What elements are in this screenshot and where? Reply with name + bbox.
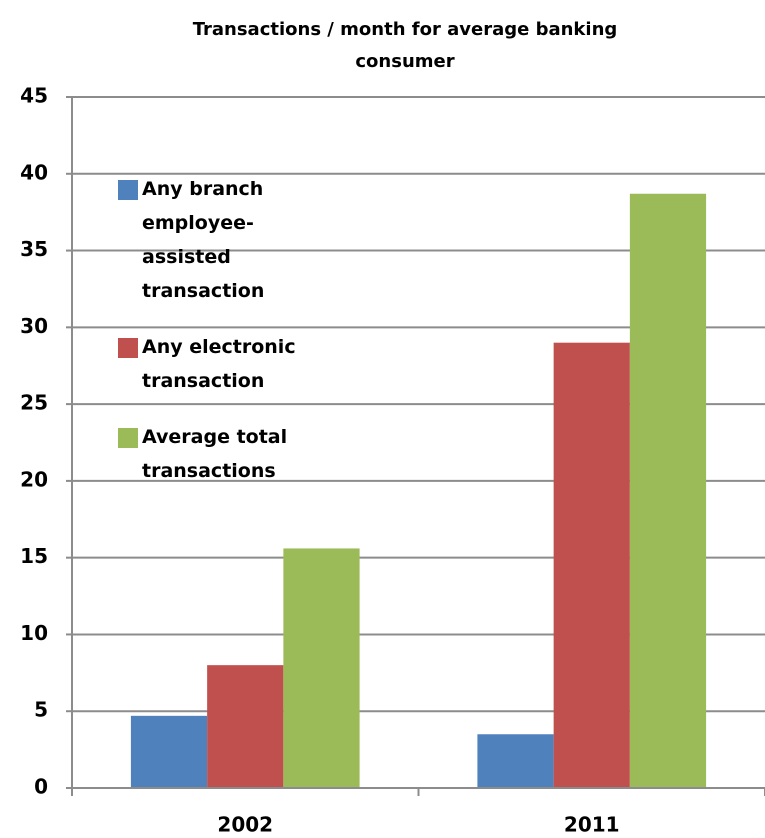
bar bbox=[477, 734, 554, 788]
legend-entry: Average total transactions bbox=[118, 424, 332, 488]
bar bbox=[553, 342, 630, 788]
y-tick-label: 35 bbox=[20, 237, 48, 261]
y-tick-label: 5 bbox=[34, 698, 48, 722]
bar bbox=[130, 715, 208, 788]
legend-label: Average total transactions bbox=[142, 426, 288, 482]
y-tick-label: 45 bbox=[20, 84, 48, 108]
bar bbox=[629, 193, 707, 789]
legend: Any branch employee-assisted transaction… bbox=[118, 176, 332, 514]
y-tick-label: 10 bbox=[20, 621, 48, 645]
legend-entry: Any branch employee-assisted transaction bbox=[118, 176, 332, 308]
y-tick-label: 25 bbox=[20, 391, 48, 415]
bar bbox=[283, 548, 360, 788]
x-tick-label: 2002 bbox=[217, 813, 273, 837]
legend-swatch bbox=[118, 428, 138, 448]
y-tick-label: 20 bbox=[20, 467, 48, 491]
legend-label: Any electronic transaction bbox=[142, 336, 296, 392]
legend-label: Any branch employee-assisted transaction bbox=[142, 178, 265, 302]
y-tick-label: 40 bbox=[20, 160, 48, 184]
y-tick-label: 0 bbox=[34, 775, 48, 799]
bar bbox=[207, 665, 284, 788]
y-tick-label: 15 bbox=[20, 544, 48, 568]
chart-title: Transactions / month for average banking… bbox=[192, 19, 618, 72]
legend-swatch bbox=[118, 338, 138, 358]
legend-entry: Any electronic transaction bbox=[118, 334, 332, 398]
y-tick-label: 30 bbox=[20, 314, 48, 338]
x-tick-label: 2011 bbox=[564, 813, 620, 837]
legend-swatch bbox=[118, 180, 138, 200]
